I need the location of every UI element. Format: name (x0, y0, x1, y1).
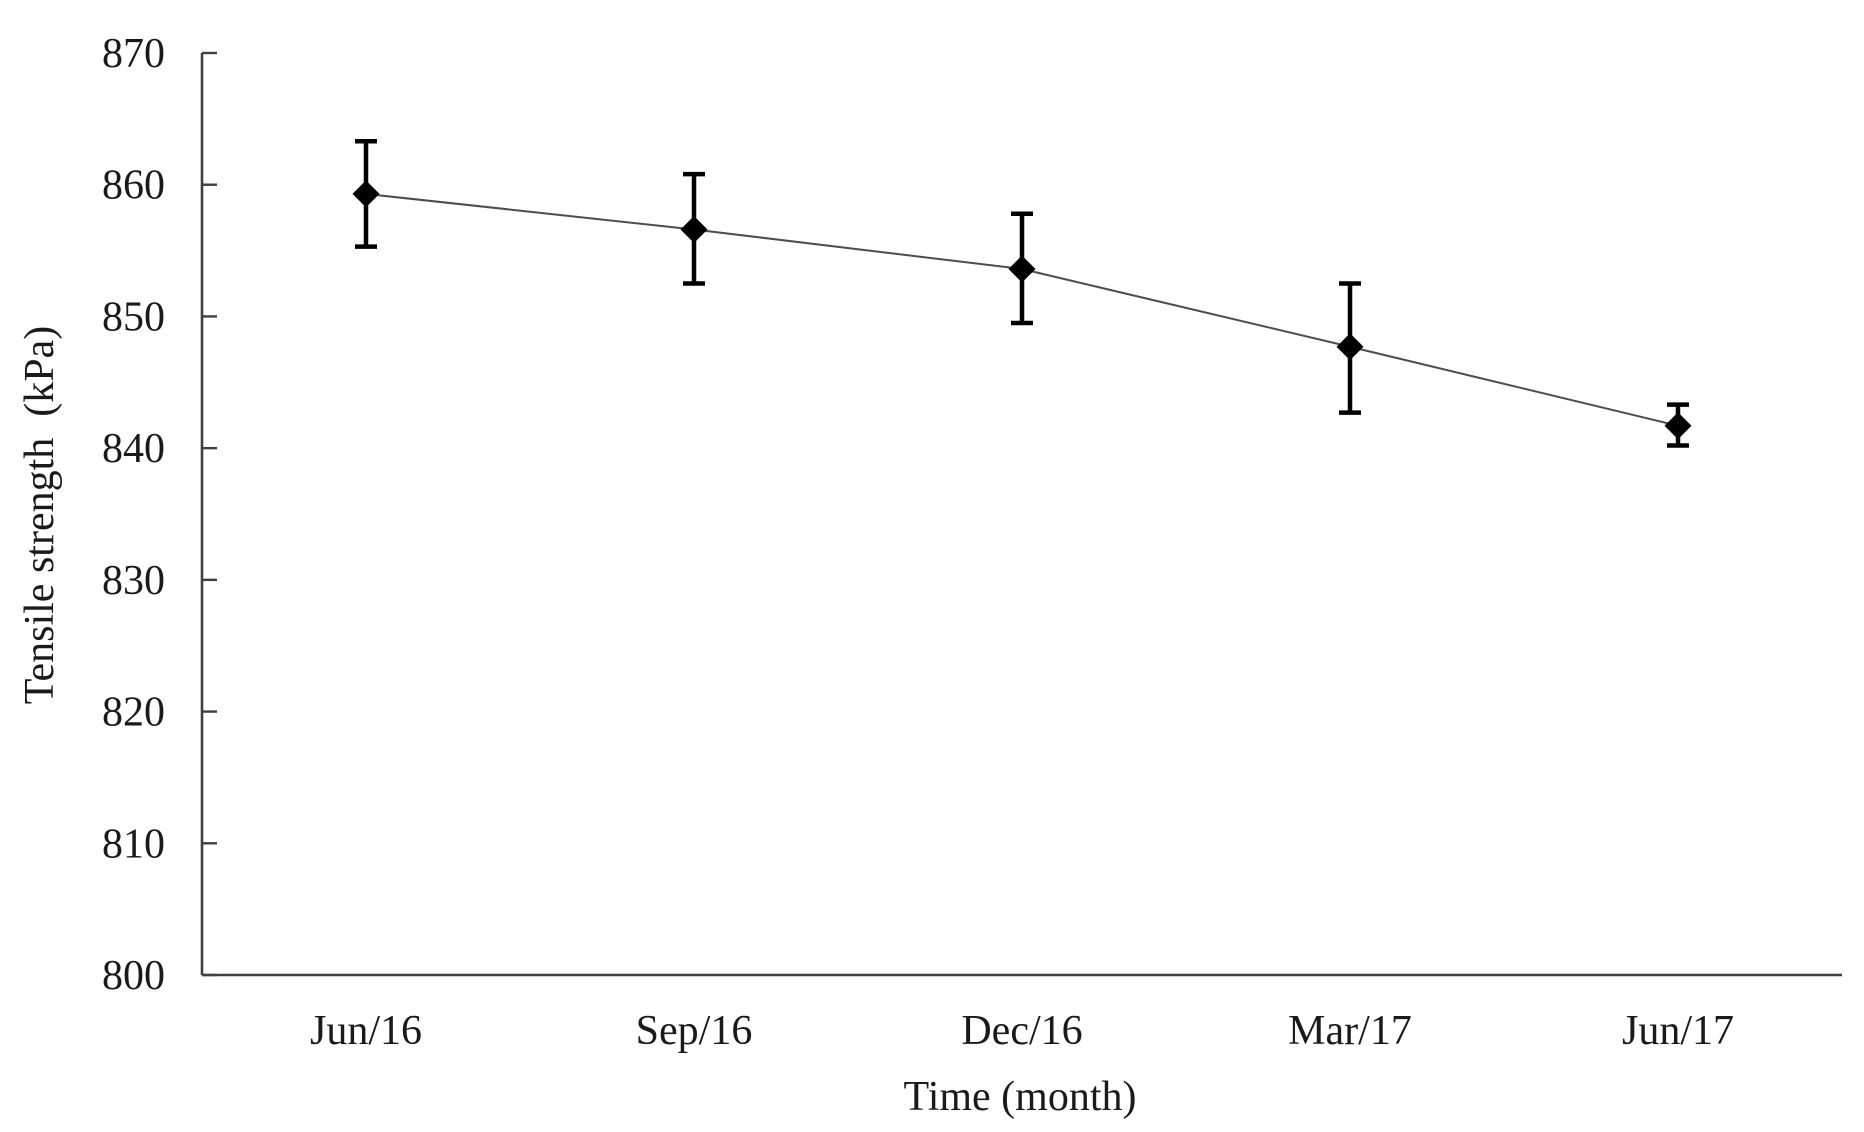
x-tick-label: Sep/16 (636, 1008, 753, 1054)
x-axis-title-wrap: Time (month) (200, 1076, 1840, 1118)
data-point-marker (1336, 333, 1364, 361)
data-point-marker (680, 215, 708, 243)
x-tick-label: Dec/16 (961, 1008, 1082, 1054)
y-tick-label: 840 (102, 426, 165, 472)
data-point-marker (352, 180, 380, 208)
y-tick-label: 850 (102, 294, 165, 340)
y-tick-label: 820 (102, 690, 165, 736)
y-tick-label: 870 (102, 31, 165, 77)
y-axis-title-wrap: Tensile strength (kPa) (16, 54, 64, 975)
x-tick-label: Jun/17 (1622, 1008, 1734, 1054)
data-point-marker (1664, 412, 1692, 440)
y-tick-label: 800 (102, 953, 165, 999)
y-tick-label: 860 (102, 163, 165, 209)
y-axis-title: Tensile strength (kPa) (17, 325, 64, 704)
x-tick-label: Mar/17 (1288, 1008, 1412, 1054)
x-tick-label: Jun/16 (310, 1008, 422, 1054)
y-tick-label: 810 (102, 821, 165, 867)
data-point-marker (1008, 255, 1036, 283)
y-tick-label: 830 (102, 558, 165, 604)
x-axis-title: Time (month) (903, 1074, 1137, 1120)
